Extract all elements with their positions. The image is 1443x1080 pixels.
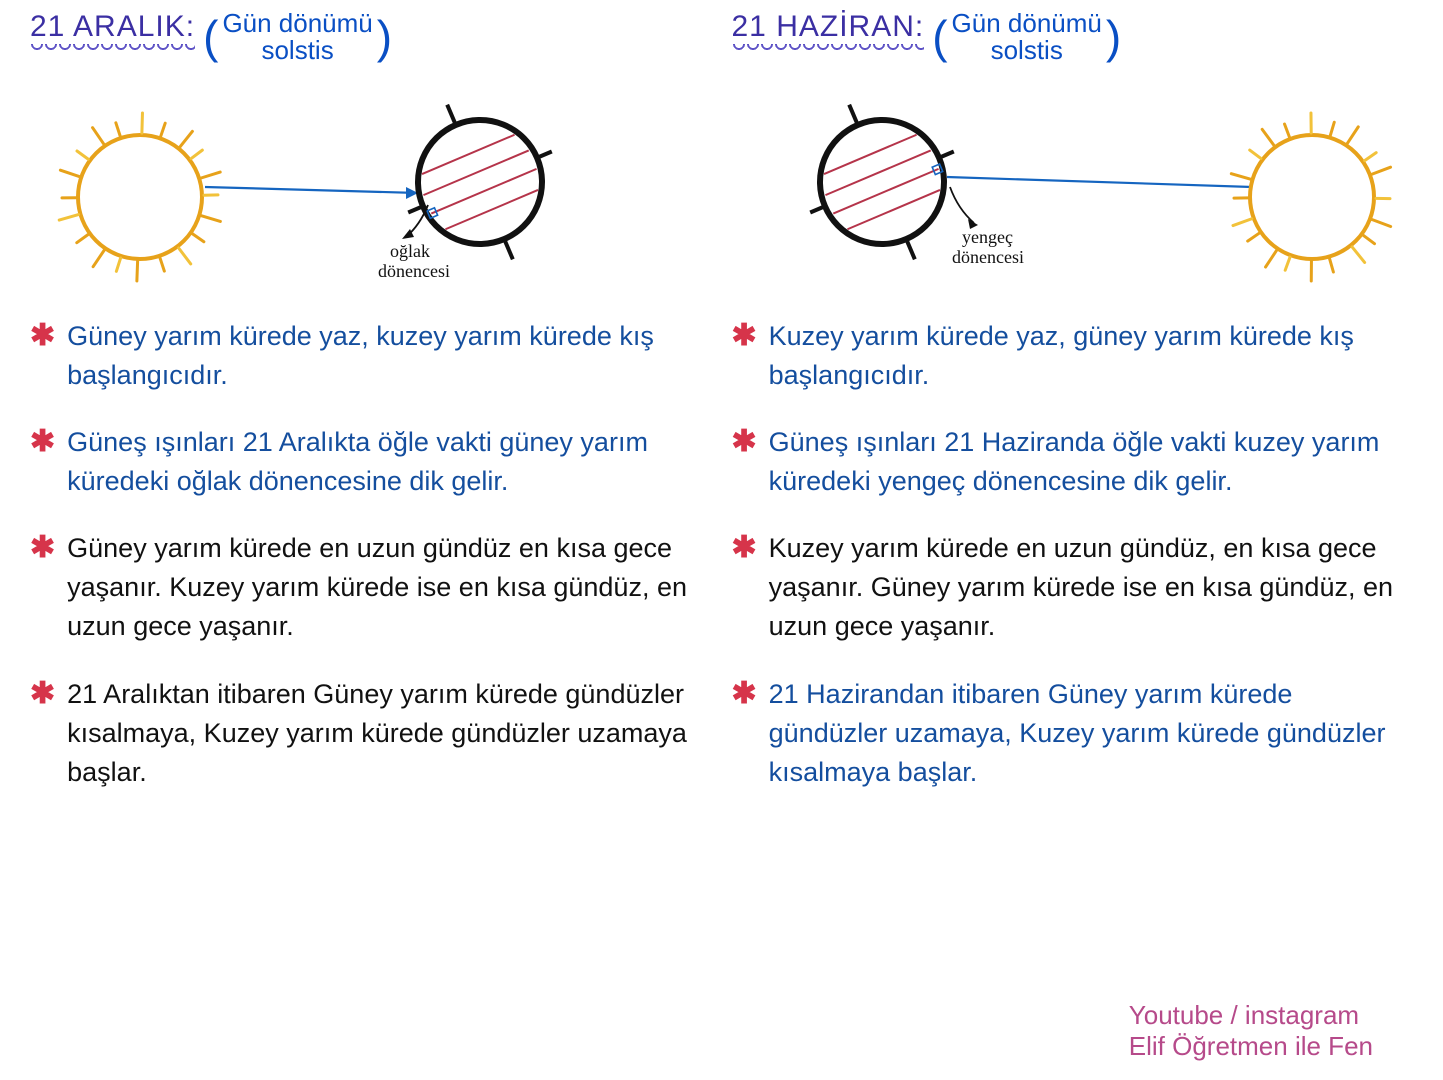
left-title: 21 ARALIK: <box>30 10 195 50</box>
credit: Youtube / instagram Elif Öğretmen ile Fe… <box>1129 1000 1373 1062</box>
close-paren-icon: ) <box>1106 19 1121 56</box>
note-text: 21 Hazirandan itibaren Güney yarım küred… <box>769 675 1407 792</box>
note-item: ✱Güney yarım kürede en uzun gündüz en kı… <box>30 529 706 646</box>
asterisk-icon: ✱ <box>732 321 757 399</box>
close-paren-icon: ) <box>377 19 392 56</box>
asterisk-icon: ✱ <box>732 427 757 505</box>
left-subtitle-line2: solstis <box>261 37 333 64</box>
credit-line1: Youtube / instagram <box>1129 1000 1373 1031</box>
right-title: 21 HAZİRAN: <box>732 10 925 50</box>
sun-icon <box>1231 113 1390 281</box>
page: 21 ARALIK: ( Gün dönümü solstis ) <box>0 0 1443 1080</box>
note-item: ✱Güneş ışınları 21 Haziranda öğle vakti … <box>732 423 1408 501</box>
asterisk-icon: ✱ <box>732 533 757 650</box>
asterisk-icon: ✱ <box>30 679 55 796</box>
note-text: Güneş ışınları 21 Haziranda öğle vakti k… <box>769 423 1407 501</box>
right-subtitle-line2: solstis <box>991 37 1063 64</box>
right-subtitle-line1: Gün dönümü <box>952 10 1102 37</box>
left-diagram: oğlak dönencesi <box>30 77 712 287</box>
right-diagram-label-1: yengeç <box>962 227 1013 247</box>
note-text: 21 Aralıktan itibaren Güney yarım kürede… <box>67 675 705 792</box>
note-text: Kuzey yarım kürede yaz, güney yarım küre… <box>769 317 1407 395</box>
note-text: Güney yarım kürede yaz, kuzey yarım küre… <box>67 317 705 395</box>
note-item: ✱Kuzey yarım kürede en uzun gündüz, en k… <box>732 529 1408 646</box>
note-text: Güney yarım kürede en uzun gündüz en kıs… <box>67 529 705 646</box>
right-diagram-svg: yengeç dönencesi <box>732 77 1412 287</box>
note-text: Kuzey yarım kürede en uzun gündüz, en kı… <box>769 529 1407 646</box>
open-paren-icon: ( <box>932 19 947 56</box>
right-diagram-label-2: dönencesi <box>952 247 1024 267</box>
sun-icon <box>59 113 220 281</box>
credit-line2: Elif Öğretmen ile Fen <box>1129 1031 1373 1062</box>
note-item: ✱Kuzey yarım kürede yaz, güney yarım kür… <box>732 317 1408 395</box>
asterisk-icon: ✱ <box>30 533 55 650</box>
sun-ray-line <box>947 177 1252 187</box>
right-column: 21 HAZİRAN: ( Gün dönümü solstis ) <box>732 10 1414 1070</box>
left-diagram-svg: oğlak dönencesi <box>30 77 670 287</box>
left-column: 21 ARALIK: ( Gün dönümü solstis ) <box>30 10 712 1070</box>
right-notes: ✱Kuzey yarım kürede yaz, güney yarım kür… <box>732 317 1414 792</box>
left-subtitle-line1: Gün dönümü <box>222 10 372 37</box>
note-item: ✱21 Aralıktan itibaren Güney yarım küred… <box>30 675 706 792</box>
asterisk-icon: ✱ <box>30 427 55 505</box>
left-notes: ✱Güney yarım kürede yaz, kuzey yarım kür… <box>30 317 712 792</box>
left-diagram-label-2: dönencesi <box>378 261 450 281</box>
sun-ray-arrow <box>205 187 418 199</box>
right-title-row: 21 HAZİRAN: ( Gün dönümü solstis ) <box>732 10 1414 65</box>
right-diagram: yengeç dönencesi <box>732 77 1414 287</box>
left-title-row: 21 ARALIK: ( Gün dönümü solstis ) <box>30 10 712 65</box>
left-diagram-label-1: oğlak <box>390 241 430 261</box>
left-subtitle-paren: ( Gün dönümü solstis ) <box>203 10 392 65</box>
note-item: ✱Güney yarım kürede yaz, kuzey yarım kür… <box>30 317 706 395</box>
note-item: ✱Güneş ışınları 21 Aralıkta öğle vakti g… <box>30 423 706 501</box>
right-subtitle-paren: ( Gün dönümü solstis ) <box>932 10 1121 65</box>
open-paren-icon: ( <box>203 19 218 56</box>
asterisk-icon: ✱ <box>732 679 757 796</box>
asterisk-icon: ✱ <box>30 321 55 399</box>
tropic-label-pointer <box>950 187 978 229</box>
note-item: ✱21 Hazirandan itibaren Güney yarım küre… <box>732 675 1408 792</box>
note-text: Güneş ışınları 21 Aralıkta öğle vakti gü… <box>67 423 705 501</box>
